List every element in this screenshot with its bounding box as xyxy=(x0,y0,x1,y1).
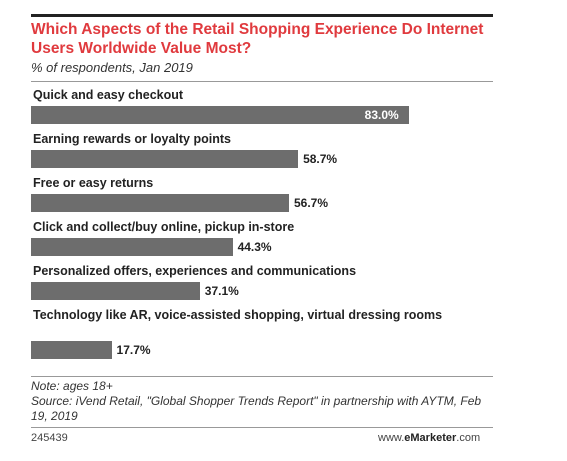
footer-divider xyxy=(31,376,493,377)
value-label: 44.3% xyxy=(237,240,272,254)
category-label: Free or easy returns xyxy=(33,176,154,190)
category-label: Personalized offers, experiences and com… xyxy=(33,264,357,278)
top-rule xyxy=(31,14,493,17)
bar-chart: Quick and easy checkout 83.0% Earning rewa… xyxy=(31,88,501,378)
brand-name: eMarketer xyxy=(404,432,457,444)
chart-id: 245439 xyxy=(31,432,68,444)
category-label: Click and collect/buy online, pickup in-… xyxy=(33,220,295,234)
category-label: Quick and easy checkout xyxy=(33,88,184,102)
bar xyxy=(31,150,299,168)
chart-title: Which Aspects of the Retail Shopping Exp… xyxy=(31,21,484,57)
brand-url[interactable]: www.eMarketer.com xyxy=(378,432,480,444)
value-label: 83.0% xyxy=(364,108,399,122)
note-text: Note: ages 18+ xyxy=(31,379,113,393)
value-label: 17.7% xyxy=(116,343,151,357)
value-label: 56.7% xyxy=(293,196,329,210)
brand-prefix: www. xyxy=(378,432,405,444)
value-label: 58.7% xyxy=(303,152,338,166)
value-label: 37.1% xyxy=(204,284,239,298)
bottom-divider xyxy=(31,427,493,428)
header-divider xyxy=(31,81,493,82)
source-text: Source: iVend Retail, "Global Shopper Tr… xyxy=(31,394,482,423)
bar xyxy=(31,238,233,256)
brand-suffix: .com xyxy=(456,432,481,444)
footnote: Note: ages 18+ Source: iVend Retail, "Gl… xyxy=(31,379,501,424)
bar xyxy=(31,282,200,300)
bar xyxy=(31,194,289,212)
category-label: Earning rewards or loyalty points xyxy=(33,132,231,146)
chart-subtitle: % of respondents, Jan 2019 xyxy=(31,60,193,75)
bar xyxy=(31,106,409,124)
bar xyxy=(31,341,112,359)
category-label: Technology like AR, voice-assisted shopp… xyxy=(33,308,443,322)
